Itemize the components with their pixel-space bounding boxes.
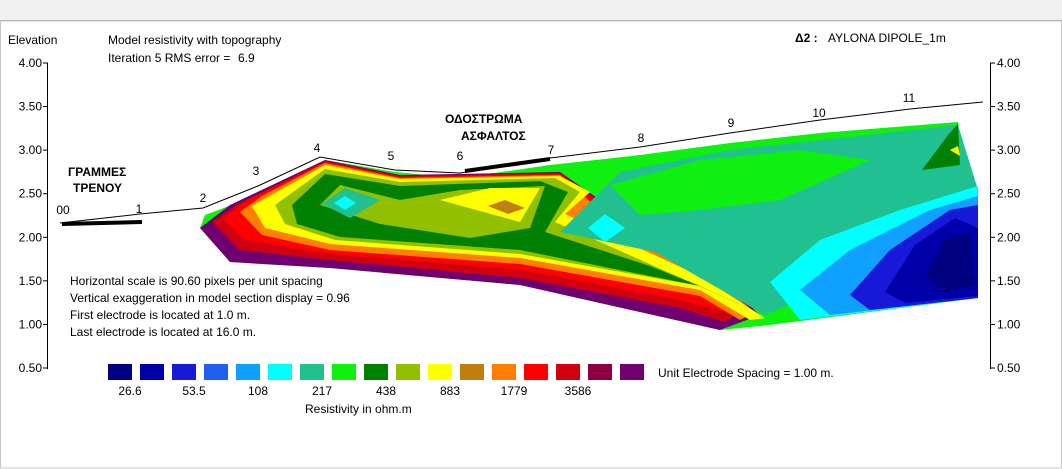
colorbar-title: Resistivity in ohm.m [305, 402, 412, 416]
colorbar-swatch [396, 364, 420, 380]
colorbar-swatch [140, 364, 164, 380]
colorbar-swatch [332, 364, 356, 380]
profile-code: Δ2 : [795, 31, 818, 45]
y-tick-label: 1.50 [997, 274, 1021, 288]
note: Horizontal scale is 90.60 pixels per uni… [70, 274, 323, 288]
colorbar-label: 217 [312, 384, 332, 398]
chart-title: Model resistivity with topography [108, 33, 281, 47]
colorbar-swatch [428, 364, 452, 380]
colorbar-swatch [172, 364, 196, 380]
y-tick-label: 0.50 [19, 361, 43, 375]
y-tick-label: 2.00 [997, 230, 1021, 244]
electrode-label: 2 [200, 191, 207, 205]
note: Last electrode is located at 16.0 m. [70, 325, 256, 339]
colorbar-swatch [300, 364, 324, 380]
y-tick-label: 3.00 [19, 143, 43, 157]
note: First electrode is located at 1.0 m. [70, 308, 250, 322]
colorbar-swatch [108, 364, 132, 380]
electrode-label: 11 [903, 91, 916, 105]
y-tick-label: 3.00 [997, 143, 1021, 157]
rail-bar [61, 220, 143, 226]
colorbar-swatch [524, 364, 548, 380]
annotation: ΤΡΕΝΟΥ [73, 181, 122, 195]
y-tick-label: 3.50 [19, 100, 43, 114]
section [200, 122, 978, 330]
road-bar [464, 157, 551, 173]
region [588, 214, 625, 242]
region [950, 146, 960, 156]
y-tick-label: 1.00 [997, 317, 1021, 331]
y-tick-label: 1.00 [19, 317, 43, 331]
region [440, 188, 540, 222]
y-tick-label: 3.50 [997, 100, 1021, 114]
electrode-label: 8 [638, 131, 645, 145]
electrode-label: 00 [56, 203, 70, 217]
rms-error: 6.9 [238, 51, 255, 65]
profile-name: AYLONA DIPOLE_1m [828, 31, 946, 45]
colorbar-swatch [556, 364, 580, 380]
colorbar-label: 53.5 [182, 384, 206, 398]
electrode-label: 9 [728, 116, 735, 130]
colorbar-swatch [204, 364, 228, 380]
annotation: ΑΣΦΑΛΤΟΣ [461, 129, 526, 143]
colorbar-swatch [588, 364, 612, 380]
electrode-label: 7 [548, 143, 555, 157]
colorbar-swatch [492, 364, 516, 380]
iteration-label: Iteration 5 RMS error = [108, 51, 230, 65]
y-tick-label: 2.50 [19, 187, 43, 201]
colorbar-swatch [364, 364, 388, 380]
y-tick-label: 4.00 [19, 56, 43, 70]
region [488, 200, 525, 214]
y-tick-label: 4.00 [997, 56, 1021, 70]
colorbar-swatch [620, 364, 644, 380]
electrode-label: 4 [314, 141, 321, 155]
electrode-label: 5 [388, 149, 395, 163]
colorbar-label: 438 [376, 384, 396, 398]
region [922, 124, 960, 170]
colorbar-label: 3586 [565, 384, 592, 398]
electrode-label: 10 [812, 106, 826, 120]
topography [59, 101, 984, 224]
colorbar-swatch [268, 364, 292, 380]
colorbar-swatch [236, 364, 260, 380]
note: Vertical exaggeration in model section d… [70, 291, 350, 305]
region [334, 196, 356, 210]
region [610, 150, 870, 215]
colorbar-label: 883 [440, 384, 460, 398]
colorbar-label: 26.6 [118, 384, 142, 398]
colorbar-label: 108 [248, 384, 268, 398]
annotation: ΓΡΑΜΜΕΣ [68, 165, 126, 179]
region [925, 232, 975, 292]
electrode-label: 3 [253, 164, 260, 178]
y-label: Elevation [8, 33, 57, 47]
y-tick-label: 2.00 [19, 230, 43, 244]
y-tick-label: 1.50 [19, 274, 43, 288]
top-bar [0, 0, 1062, 20]
spacing-label: Unit Electrode Spacing = 1.00 m. [658, 366, 834, 380]
electrode-label: 6 [457, 149, 464, 163]
y-tick-label: 2.50 [997, 187, 1021, 201]
annotation: ΟΔΟΣΤΡΩΜΑ [445, 112, 523, 126]
y-tick-label: 0.50 [997, 361, 1021, 375]
colorbar-label: 1779 [501, 384, 528, 398]
colorbar-swatch [460, 364, 484, 380]
electrode-label: 1 [136, 202, 143, 216]
